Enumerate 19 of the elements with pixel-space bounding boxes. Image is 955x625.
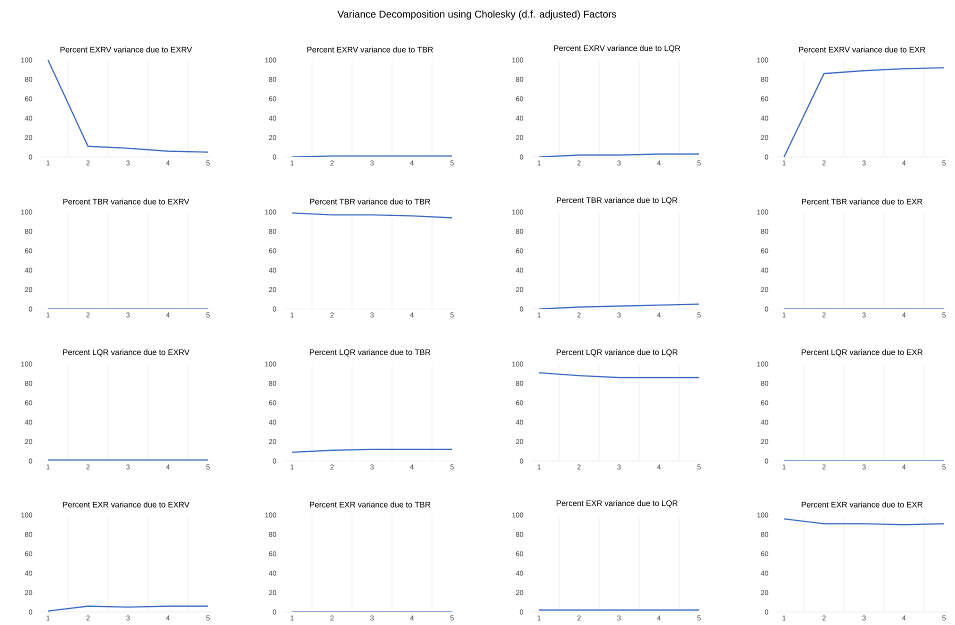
chart-title: Percent TBR variance due to EXRV <box>63 198 190 204</box>
chart-title: Percent EXRV variance due to EXRV <box>60 46 192 52</box>
chart-title: Percent TBR variance due to TBR <box>310 198 430 204</box>
chart-title: Percent TBR variance due to LQR <box>556 197 678 204</box>
chart-title: Percent EXR variance due to LQR <box>556 500 678 508</box>
chart-title: Percent EXRV variance due to TBR <box>307 46 433 52</box>
chart-title: Percent EXR variance due to EXRV <box>63 502 190 508</box>
chart-title: Percent LQR variance due to TBR <box>310 349 430 356</box>
line-series <box>47 60 209 153</box>
line-series <box>783 67 945 157</box>
chart-title: Percent EXR variance due to TBR <box>310 502 430 508</box>
chart-title: Percent LQR variance due to EXR <box>802 349 923 356</box>
chart-title: Percent TBR variance due to EXR <box>802 198 922 204</box>
chart-title: Percent LQR variance due to LQR <box>556 349 678 356</box>
chart-title: Percent EXR variance due to EXR <box>802 502 923 508</box>
text: Variance Decomposition using Cholesky (d.f. adjusted) Factors <box>337 10 616 20</box>
chart-title: Percent EXRV variance due to LQR <box>554 45 680 52</box>
chart-title: Percent EXRV variance due to EXR <box>799 46 926 52</box>
chart-title: Percent LQR variance due to EXRV <box>63 349 190 356</box>
